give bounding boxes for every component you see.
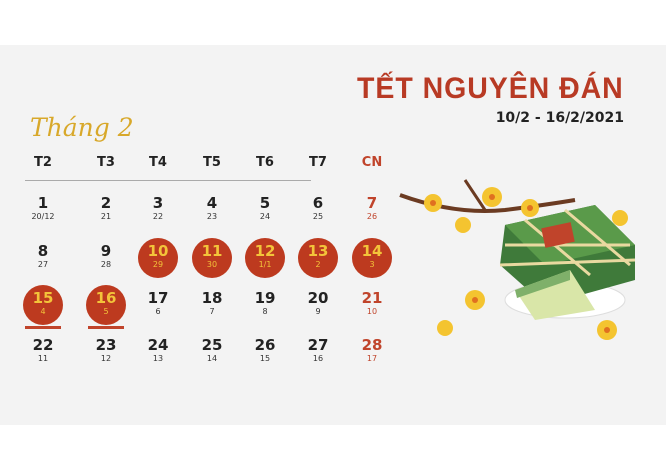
calendar-day[interactable]: 18 7: [192, 285, 232, 325]
lunar-date: 8: [262, 307, 268, 316]
lunar-date: 25: [312, 212, 324, 221]
solar-date: 20: [307, 289, 329, 307]
calendar-day[interactable]: 24 13: [138, 332, 178, 372]
tet-holiday-day[interactable]: 14 3: [352, 238, 392, 278]
calendar-day[interactable]: 17 6: [138, 285, 178, 325]
calendar-day[interactable]: 27 16: [298, 332, 338, 372]
lunar-date: 15: [259, 354, 271, 363]
lunar-date: 13: [152, 354, 164, 363]
solar-date: 17: [147, 289, 169, 307]
solar-date: 10: [147, 242, 169, 260]
solar-date: 9: [100, 242, 112, 260]
tet-holiday-day[interactable]: 10 29: [138, 238, 178, 278]
lunar-date: 5: [103, 307, 109, 316]
solar-date: 27: [307, 336, 329, 354]
lunar-date: 16: [312, 354, 324, 363]
solar-date: 6: [312, 194, 324, 212]
solar-date: 25: [201, 336, 223, 354]
lunar-date: 27: [37, 260, 49, 269]
calendar-day[interactable]: 19 8: [245, 285, 285, 325]
holiday-underline: [25, 326, 61, 329]
solar-date: 13: [307, 242, 329, 260]
weekday-header: T3: [97, 155, 115, 170]
lunar-date: 10: [366, 307, 378, 316]
solar-date: 12: [254, 242, 276, 260]
weekday-header: T7: [309, 155, 327, 170]
calendar-day[interactable]: 22 11: [23, 332, 63, 372]
solar-date: 15: [32, 289, 54, 307]
page-title: TẾT NGUYÊN ĐÁN: [357, 72, 624, 105]
calendar-day[interactable]: 21 10: [352, 285, 392, 325]
solar-date: 16: [95, 289, 117, 307]
lunar-date: 30: [206, 260, 218, 269]
lunar-date: 9: [315, 307, 321, 316]
calendar-day[interactable]: 1 20/12: [23, 190, 63, 230]
solar-date: 4: [206, 194, 218, 212]
lunar-date: 7: [209, 307, 215, 316]
calendar-day[interactable]: 8 27: [23, 238, 63, 278]
lunar-date: 29: [152, 260, 164, 269]
solar-date: 28: [361, 336, 383, 354]
calendar-day[interactable]: 20 9: [298, 285, 338, 325]
solar-date: 3: [152, 194, 164, 212]
lunar-date: 17: [366, 354, 378, 363]
calendar-day[interactable]: 26 15: [245, 332, 285, 372]
tet-holiday-day[interactable]: 15 4: [23, 285, 63, 325]
lunar-date: 6: [155, 307, 161, 316]
lunar-date: 21: [100, 212, 112, 221]
solar-date: 11: [201, 242, 223, 260]
month-label: Tháng 2: [30, 113, 134, 142]
lunar-date: 4: [40, 307, 46, 316]
lunar-date: 12: [100, 354, 112, 363]
solar-date: 26: [254, 336, 276, 354]
tet-holiday-day[interactable]: 12 1/1: [245, 238, 285, 278]
lunar-date: 20/12: [31, 212, 55, 221]
lunar-date: 28: [100, 260, 112, 269]
solar-date: 14: [361, 242, 383, 260]
calendar-day[interactable]: 5 24: [245, 190, 285, 230]
lunar-date: 23: [206, 212, 218, 221]
weekday-header: T4: [149, 155, 167, 170]
calendar-day[interactable]: 7 26: [352, 190, 392, 230]
tet-holiday-day[interactable]: 16 5: [86, 285, 126, 325]
lunar-date: 22: [152, 212, 164, 221]
solar-date: 7: [366, 194, 378, 212]
solar-date: 19: [254, 289, 276, 307]
lunar-date: 24: [259, 212, 271, 221]
weekday-header: T2: [34, 155, 52, 170]
calendar-day[interactable]: 2 21: [86, 190, 126, 230]
lunar-date: 11: [37, 354, 49, 363]
calendar-day[interactable]: 23 12: [86, 332, 126, 372]
calendar-day[interactable]: 4 23: [192, 190, 232, 230]
solar-date: 24: [147, 336, 169, 354]
tet-holiday-day[interactable]: 13 2: [298, 238, 338, 278]
weekday-header: CN: [361, 155, 383, 170]
holiday-underline: [88, 326, 124, 329]
lunar-date: 3: [369, 260, 375, 269]
lunar-date: 26: [366, 212, 378, 221]
tet-holiday-day[interactable]: 11 30: [192, 238, 232, 278]
solar-date: 2: [100, 194, 112, 212]
solar-date: 5: [259, 194, 271, 212]
lunar-date: 14: [206, 354, 218, 363]
header-divider: [25, 180, 311, 181]
banh-chung-illustration: [399, 179, 636, 340]
solar-date: 1: [37, 194, 49, 212]
solar-date: 18: [201, 289, 223, 307]
solar-date: 21: [361, 289, 383, 307]
calendar-day[interactable]: 3 22: [138, 190, 178, 230]
solar-date: 23: [95, 336, 117, 354]
weekday-header: T6: [256, 155, 274, 170]
calendar-day[interactable]: 25 14: [192, 332, 232, 372]
calendar-day[interactable]: 6 25: [298, 190, 338, 230]
lunar-date: 2: [315, 260, 321, 269]
weekday-header: T5: [203, 155, 221, 170]
solar-date: 22: [32, 336, 54, 354]
calendar-day[interactable]: 9 28: [86, 238, 126, 278]
calendar-day[interactable]: 28 17: [352, 332, 392, 372]
solar-date: 8: [37, 242, 49, 260]
date-range: 10/2 - 16/2/2021: [495, 110, 624, 126]
lunar-date: 1/1: [258, 260, 272, 269]
